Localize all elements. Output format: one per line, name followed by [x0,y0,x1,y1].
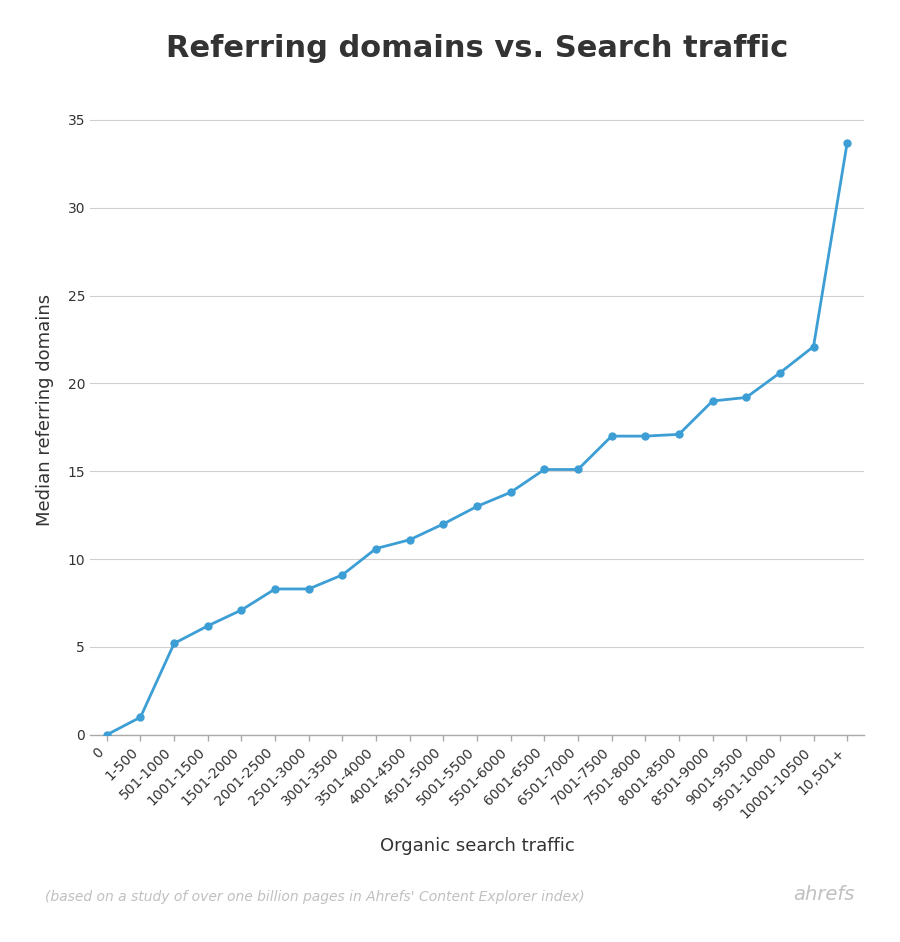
Text: ahrefs: ahrefs [794,885,855,904]
X-axis label: Organic search traffic: Organic search traffic [380,837,574,855]
Title: Referring domains vs. Search traffic: Referring domains vs. Search traffic [166,34,788,63]
Text: (based on a study of over one billion pages in Ahrefs' Content Explorer index): (based on a study of over one billion pa… [45,890,585,904]
Y-axis label: Median referring domains: Median referring domains [36,294,54,526]
